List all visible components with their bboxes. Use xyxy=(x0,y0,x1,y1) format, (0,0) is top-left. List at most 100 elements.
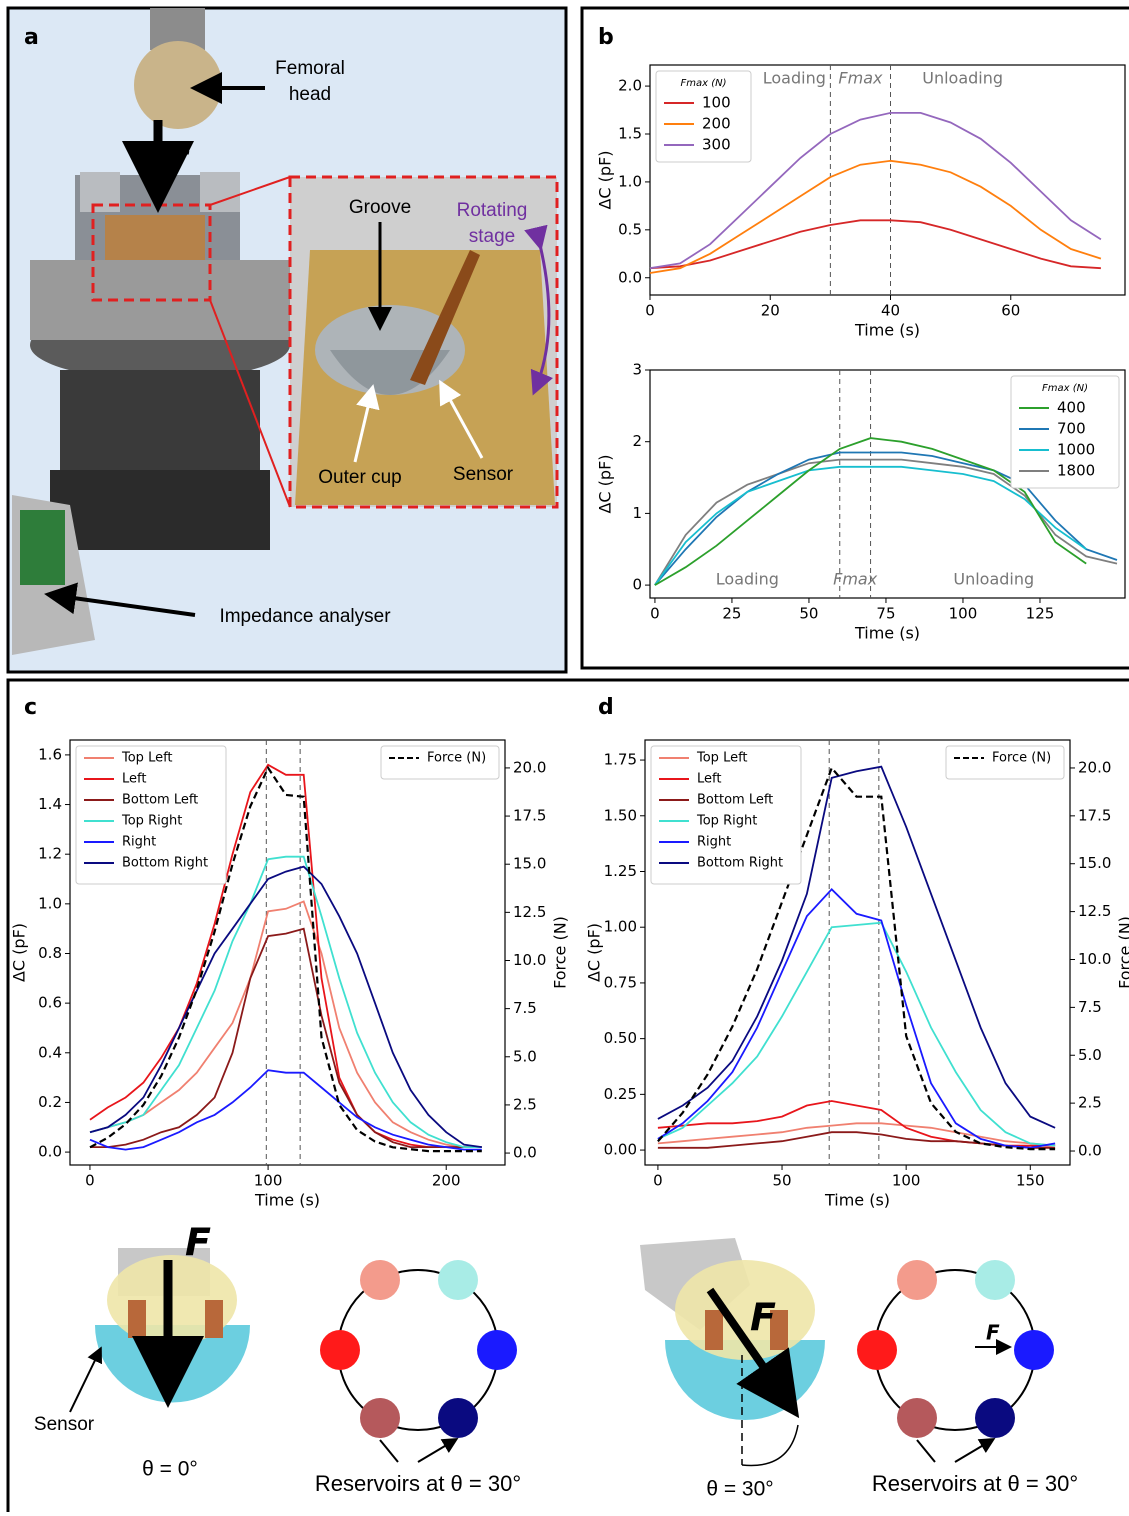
series-line xyxy=(90,901,482,1147)
panel-c-illustration-part xyxy=(380,1440,455,1462)
y-tick-label: 0.0 xyxy=(618,268,642,286)
label: θ = 0° xyxy=(142,1458,198,1481)
panel-c-illustration-part xyxy=(360,1260,400,1300)
panel-c-illustration-part xyxy=(320,1330,360,1370)
label: Outer cup xyxy=(318,467,401,488)
series-line xyxy=(650,220,1101,268)
y-tick-label: 1.5 xyxy=(618,125,642,143)
y-tick-label: 0.2 xyxy=(38,1093,62,1111)
panel-c-illustration-part xyxy=(438,1398,478,1438)
y-axis-label: ΔC (pF) xyxy=(585,923,604,982)
y2-tick-label: 7.5 xyxy=(513,999,537,1017)
x-tick-label: 60 xyxy=(1001,302,1020,320)
x-tick-label: 100 xyxy=(892,1172,921,1190)
y-tick-label: 0.00 xyxy=(604,1141,637,1159)
phase-annotation: Fmax xyxy=(838,69,883,88)
panel-c-illustration-part xyxy=(477,1330,517,1370)
y-axis-label: ΔC (pF) xyxy=(596,150,615,209)
x-tick-label: 75 xyxy=(876,605,895,623)
legend-label: 1000 xyxy=(1057,441,1095,459)
panel-label: b xyxy=(598,25,614,50)
panel-a-photo-part xyxy=(20,510,65,585)
y-tick-label: 0.8 xyxy=(38,944,62,962)
label: Sensor xyxy=(453,464,514,485)
label: Reservoirs at θ = 30° xyxy=(872,1471,1078,1496)
y2-tick-label: 10.0 xyxy=(513,951,546,969)
x-axis-label: Time (s) xyxy=(824,1191,890,1210)
legend-label: Top Left xyxy=(696,751,748,766)
y-tick-label: 1.75 xyxy=(604,751,637,769)
series-line xyxy=(90,857,482,1147)
legend-label: 200 xyxy=(702,115,731,133)
legend-label: Left xyxy=(697,772,721,787)
legend-label: Top Right xyxy=(121,814,182,829)
y-tick-label: 1.6 xyxy=(38,745,62,763)
y-tick-label: 0.25 xyxy=(604,1085,637,1103)
legend-label: Top Right xyxy=(696,814,757,829)
y2-tick-label: 15.0 xyxy=(513,855,546,873)
legend-label: Right xyxy=(697,835,731,850)
y2-tick-label: 12.5 xyxy=(1078,902,1111,920)
legend-label: Force (N) xyxy=(992,751,1051,766)
panel-a-photo-part xyxy=(50,470,270,550)
legend-label: 700 xyxy=(1057,420,1086,438)
y-tick-label: 1.2 xyxy=(38,845,62,863)
panel-d-illustration-part xyxy=(897,1260,937,1300)
y2-tick-label: 5.0 xyxy=(1078,1046,1102,1064)
x-tick-label: 25 xyxy=(722,605,741,623)
panel-a-photo-part xyxy=(60,370,260,470)
y-axis-label: ΔC (pF) xyxy=(596,454,615,513)
label: θ = 30° xyxy=(706,1478,773,1501)
label: F xyxy=(185,1221,211,1265)
phase-annotation: Unloading xyxy=(953,570,1034,589)
phase-annotation: Loading xyxy=(716,570,779,589)
y2-axis-label: Force (N) xyxy=(1116,916,1129,989)
y-tick-label: 3 xyxy=(632,361,642,379)
phase-annotation: Loading xyxy=(763,69,826,88)
legend-label: Bottom Left xyxy=(122,793,198,808)
y-tick-label: 1.0 xyxy=(38,894,62,912)
legend-label: Top Left xyxy=(121,751,173,766)
legend-title: Fmax (N) xyxy=(680,78,726,89)
y2-tick-label: 12.5 xyxy=(513,903,546,921)
y2-axis-label: Force (N) xyxy=(551,916,570,989)
x-tick-label: 50 xyxy=(799,605,818,623)
y2-tick-label: 0.0 xyxy=(513,1144,537,1162)
legend-label: Left xyxy=(122,772,146,787)
x-tick-label: 125 xyxy=(1026,605,1055,623)
y-tick-label: 0.4 xyxy=(38,1043,62,1061)
y-tick-label: 1.4 xyxy=(38,795,62,813)
panel-label: a xyxy=(24,25,39,50)
y-tick-label: 1.00 xyxy=(604,918,637,936)
x-tick-label: 20 xyxy=(761,302,780,320)
panel-d-illustration-part xyxy=(897,1398,937,1438)
panel-d-illustration-part xyxy=(975,1260,1015,1300)
y-tick-label: 0.5 xyxy=(618,220,642,238)
y-tick-label: 0.75 xyxy=(604,973,637,991)
panel-a-photo xyxy=(8,8,566,672)
y2-tick-label: 0.0 xyxy=(1078,1142,1102,1160)
legend-label: 400 xyxy=(1057,399,1086,417)
y2-tick-label: 2.5 xyxy=(1078,1094,1102,1112)
y2-tick-label: 5.0 xyxy=(513,1047,537,1065)
y-tick-label: 0.0 xyxy=(38,1143,62,1161)
y-tick-label: 2.0 xyxy=(618,77,642,95)
label: Femoral xyxy=(275,58,345,79)
panel-c-illustration xyxy=(70,1248,517,1462)
y-tick-label: 1 xyxy=(632,504,642,522)
panel-a-photo-part xyxy=(134,41,222,129)
y2-tick-label: 20.0 xyxy=(1078,758,1111,776)
y2-tick-label: 15.0 xyxy=(1078,854,1111,872)
label: F xyxy=(750,1296,776,1340)
series-line xyxy=(658,923,1055,1146)
label: head xyxy=(289,84,331,105)
y-tick-label: 1.50 xyxy=(604,806,637,824)
label: F xyxy=(175,140,192,168)
panel-d-illustration-part xyxy=(1014,1330,1054,1370)
y2-tick-label: 10.0 xyxy=(1078,950,1111,968)
panel-label: d xyxy=(598,695,614,720)
label: Sensor xyxy=(34,1414,95,1435)
x-axis-label: Time (s) xyxy=(254,1191,320,1210)
panel-c-illustration-part xyxy=(128,1300,146,1338)
y-tick-label: 1.25 xyxy=(604,862,637,880)
